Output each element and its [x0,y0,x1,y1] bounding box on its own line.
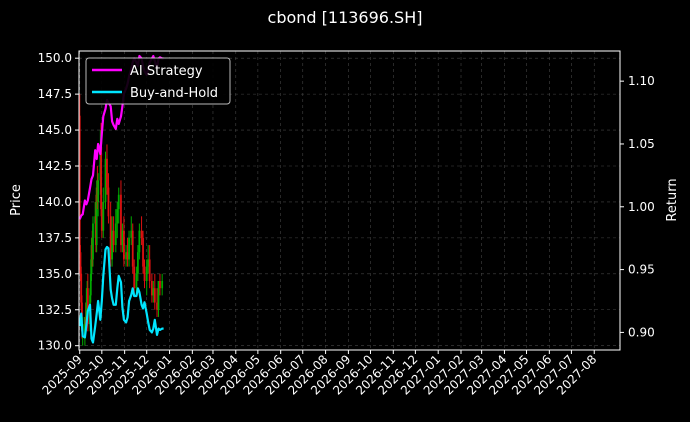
candle-body [97,180,100,202]
candle-body [122,230,125,260]
candle-body [142,237,144,267]
plot-frame [78,50,621,351]
candle-body [79,252,82,274]
candle-body [143,266,146,281]
candle-body [140,230,143,238]
candle-body [126,252,129,260]
candle-body [78,115,81,253]
right-axis-return: 0.90 0.95 1.00 1.05 1.10 [620,74,655,339]
left-tick-label: 132.5 [38,303,72,317]
candle-body [86,288,89,325]
legend-ai-strategy-label: AI Strategy [130,64,203,79]
candle-body [112,230,115,246]
y-axis-left-label: Price [9,184,24,216]
right-tick-label: 0.90 [628,325,655,339]
left-tick-label: 130.0 [38,339,72,353]
candle-body [153,288,156,303]
candle-body [80,273,83,303]
candle-body [116,209,119,224]
candle-body [114,223,117,246]
candle-body [157,281,160,310]
candle-body [148,259,151,281]
right-tick-label: 1.05 [628,137,655,151]
left-tick-label: 137.5 [38,231,72,245]
candle-body [107,187,110,217]
left-tick-label: 142.5 [38,159,72,173]
candle-body [104,158,107,202]
candle-body [111,230,114,260]
candle-body [100,209,103,231]
candle-body [147,259,150,267]
left-tick-label: 150.0 [38,51,72,65]
candle-body [117,194,120,210]
left-tick-label: 140.0 [38,195,72,209]
right-tick-label: 1.10 [628,74,655,88]
legend: AI Strategy Buy-and-Hold [85,57,231,105]
candle-body [136,252,139,274]
candle-body [106,158,108,188]
candle-body [138,230,141,253]
left-axis-price: 130.0 132.5 135.0 137.5 140.0 142.5 145.0 147.5… [38,51,79,353]
left-tick-label: 145.0 [38,123,72,137]
candle-body [128,237,130,260]
candle-body [92,223,94,260]
candle-body [130,230,133,238]
right-tick-label: 1.00 [628,200,655,214]
candle-body [120,194,122,246]
candle-body [156,302,158,310]
candle-body [83,316,86,339]
left-tick-label: 147.5 [38,87,72,101]
candle-body [121,230,124,246]
candle-body [152,288,155,296]
left-tick-label: 135.0 [38,267,72,281]
candle-body [150,281,153,296]
candle-body [109,216,112,260]
candle-body [159,281,161,289]
candle-body [125,252,128,260]
candle-body [131,230,134,267]
candle-body [102,201,105,231]
chart-title: cbond [113696.SH] [267,8,423,27]
candle-body [161,281,164,289]
candle-body [145,266,148,281]
legend-buy-and-hold-label: Buy-and-Hold [130,86,218,101]
buy-and-hold-line [78,245,164,344]
candle-body [95,187,98,246]
candle-body [133,266,136,289]
candle-body [100,144,102,210]
candle-body [85,302,88,325]
right-tick-label: 0.95 [628,263,655,277]
candle-body [135,273,138,289]
candle-body [89,273,92,296]
y-axis-right-label: Return [665,178,680,221]
